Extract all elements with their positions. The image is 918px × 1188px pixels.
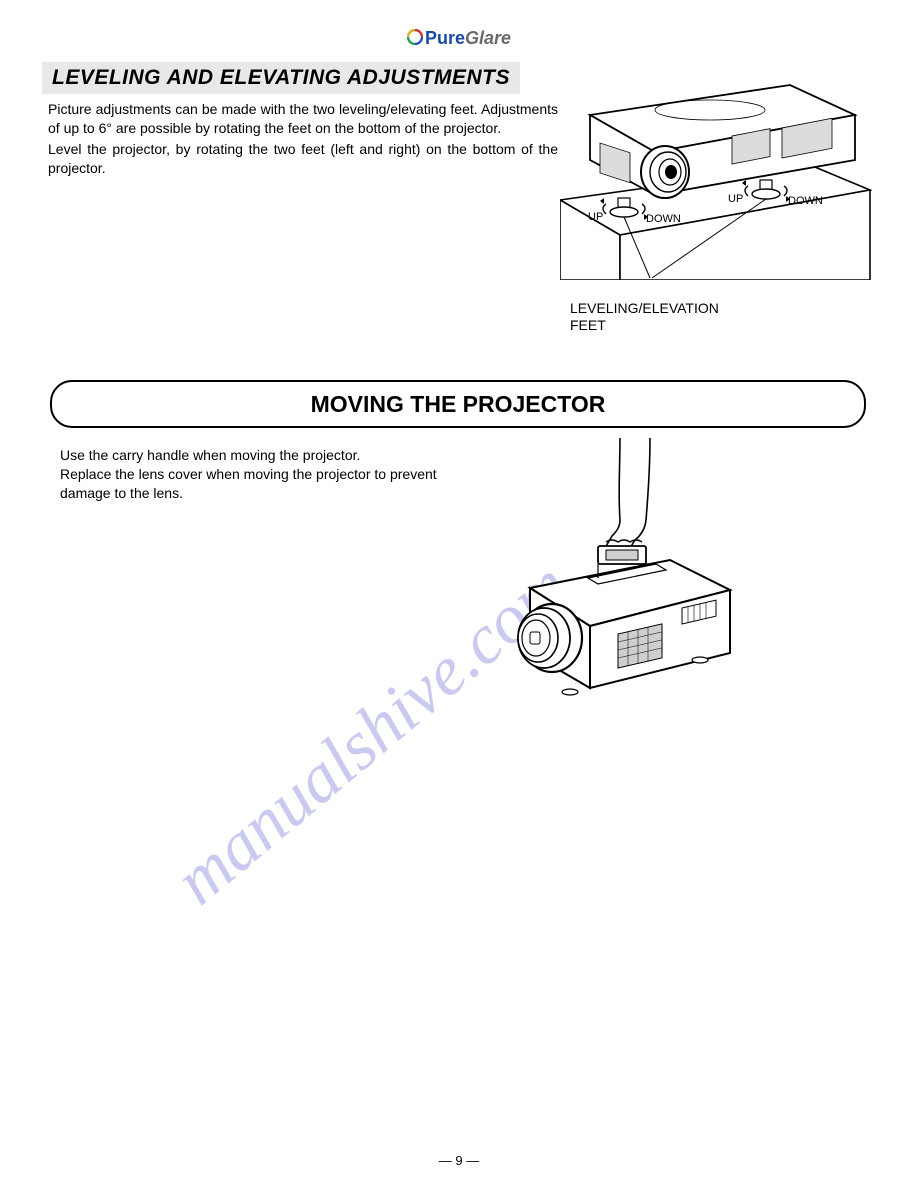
- label-up1: UP: [588, 211, 603, 223]
- diagram-carry-handle: [470, 438, 770, 718]
- label-up2: UP: [728, 193, 743, 205]
- section2-heading: MOVING THE PROJECTOR: [311, 391, 606, 418]
- section2-frame: MOVING THE PROJECTOR: [50, 380, 866, 428]
- callout-line2: FEET: [570, 317, 606, 333]
- section1-para1: Picture adjustments can be made with the…: [48, 100, 558, 138]
- brand-text-left: Pure: [425, 28, 465, 48]
- label-down1: DOWN: [646, 213, 681, 225]
- brand-ring-icon: [407, 29, 423, 50]
- section1-para2: Level the projector, by rotating the two…: [48, 140, 558, 178]
- section1-heading: LEVELING AND ELEVATING ADJUSTMENTS: [42, 62, 520, 94]
- callout-line1: LEVELING/ELEVATION: [570, 300, 719, 316]
- diagram1-callout: LEVELING/ELEVATION FEET: [570, 300, 719, 334]
- brand-logo: PureGlare: [0, 28, 918, 50]
- label-down2: DOWN: [788, 195, 823, 207]
- brand-text-right: Glare: [465, 28, 511, 48]
- section2-body: Use the carry handle when moving the pro…: [60, 446, 490, 503]
- page-number: — 9 —: [0, 1153, 918, 1168]
- section1-body: Picture adjustments can be made with the…: [48, 100, 558, 178]
- section2-text: Use the carry handle when moving the pro…: [60, 447, 437, 501]
